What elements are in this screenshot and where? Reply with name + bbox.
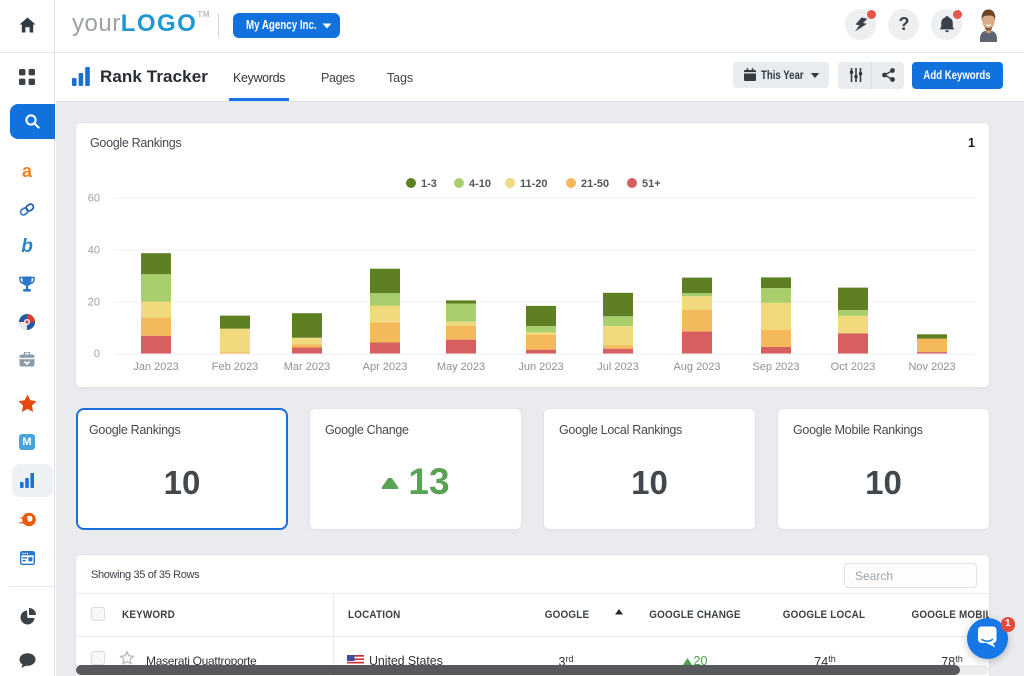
svg-text:Jun 2023: Jun 2023 bbox=[518, 361, 563, 373]
svg-text:20: 20 bbox=[88, 297, 100, 309]
svg-text:40: 40 bbox=[88, 245, 100, 257]
svg-text:0: 0 bbox=[94, 348, 100, 360]
svg-text:11-20: 11-20 bbox=[520, 178, 548, 190]
svg-text:Oct 2023: Oct 2023 bbox=[831, 361, 876, 373]
svg-text:Mar 2023: Mar 2023 bbox=[284, 361, 330, 373]
svg-text:Jan 2023: Jan 2023 bbox=[133, 361, 178, 373]
svg-text:May 2023: May 2023 bbox=[437, 361, 485, 373]
svg-text:Nov 2023: Nov 2023 bbox=[908, 361, 955, 373]
svg-text:Feb 2023: Feb 2023 bbox=[212, 361, 258, 373]
svg-text:51+: 51+ bbox=[642, 178, 661, 190]
svg-text:Sep 2023: Sep 2023 bbox=[752, 361, 799, 373]
svg-text:Apr 2023: Apr 2023 bbox=[363, 361, 408, 373]
svg-text:4-10: 4-10 bbox=[469, 178, 491, 190]
svg-text:Jul 2023: Jul 2023 bbox=[597, 361, 639, 373]
svg-text:21-50: 21-50 bbox=[581, 178, 609, 190]
svg-text:Aug 2023: Aug 2023 bbox=[673, 361, 720, 373]
svg-text:60: 60 bbox=[88, 193, 100, 205]
svg-text:1-3: 1-3 bbox=[421, 178, 437, 190]
